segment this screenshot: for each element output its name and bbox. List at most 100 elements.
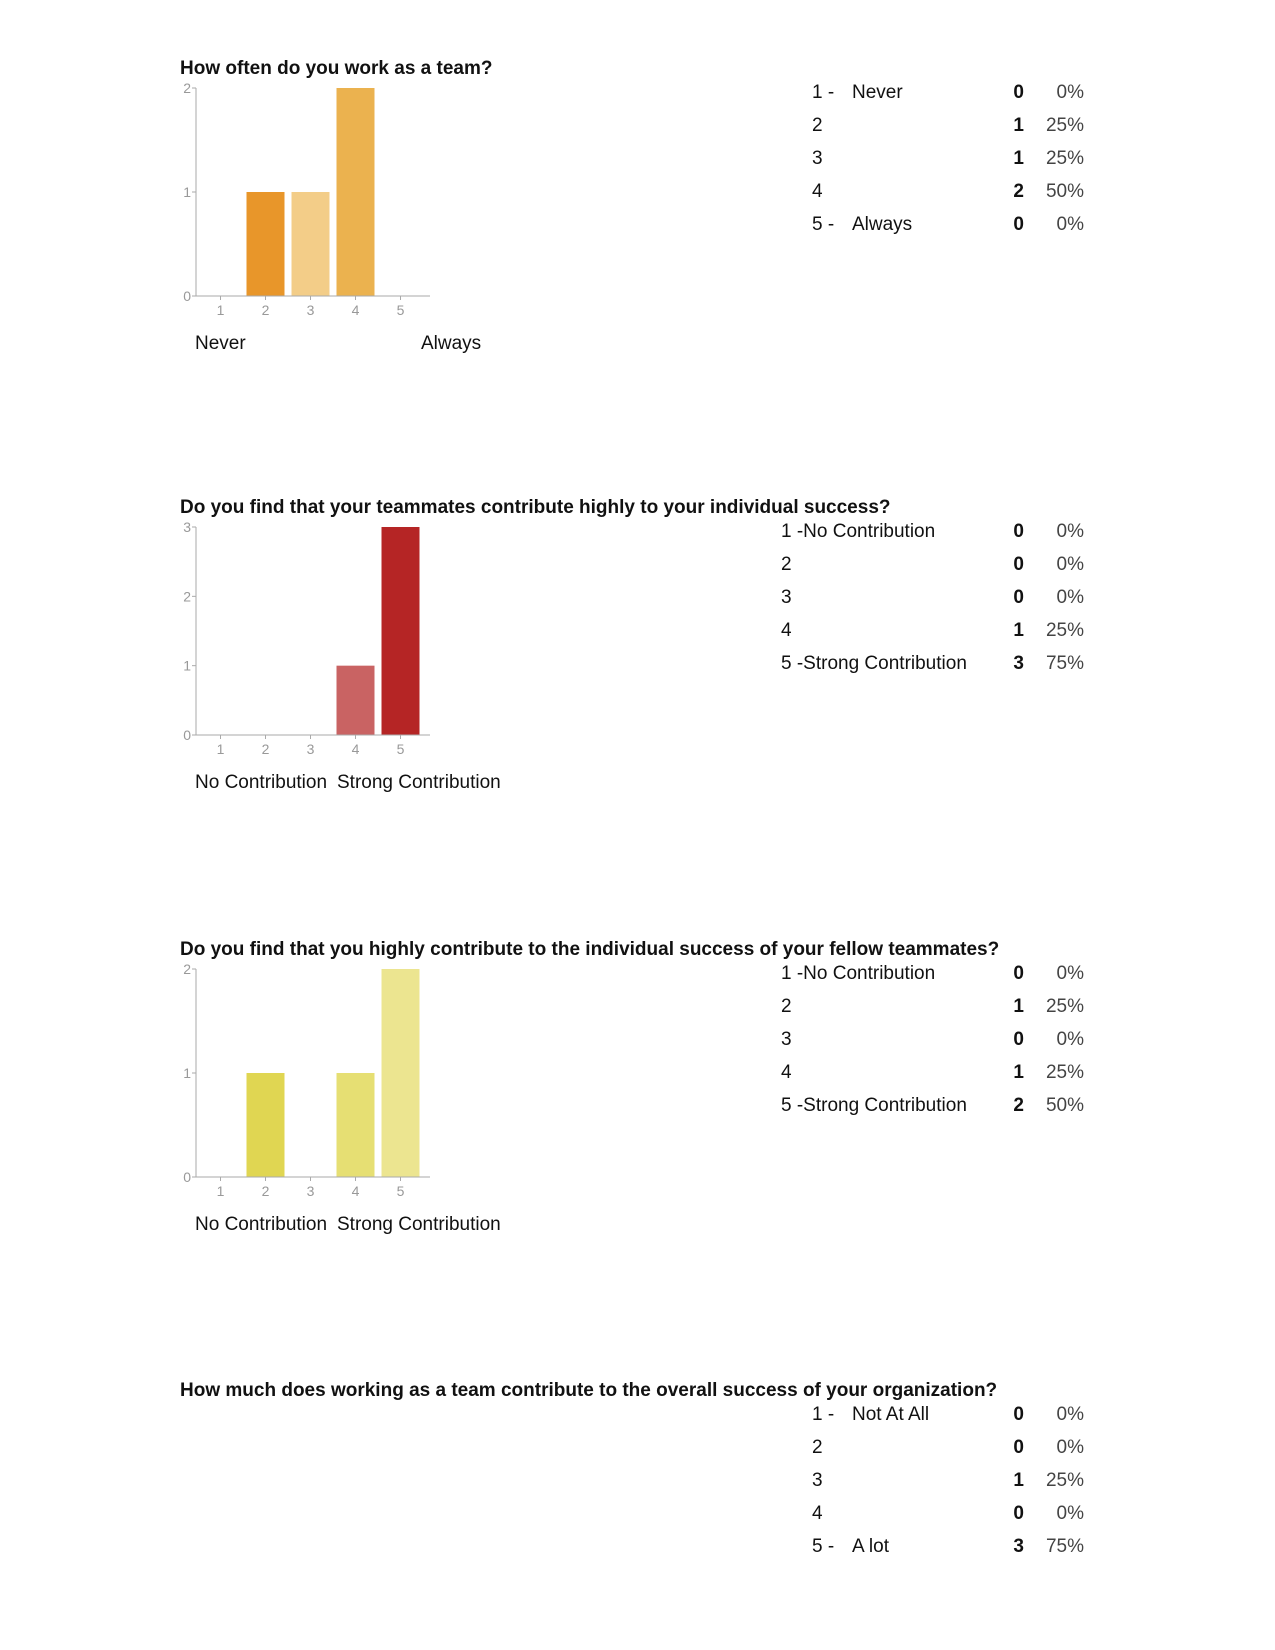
option-label	[852, 1464, 972, 1497]
x-tick-label: 5	[397, 302, 405, 318]
y-tick-label: 2	[183, 588, 191, 604]
bar-chart-teammates-contribution: 0 1 2 3 1 2 3 4 5	[183, 519, 430, 757]
option-count: 1	[1013, 114, 1024, 136]
option-count: 0	[1013, 81, 1024, 103]
option-count: 1	[1013, 1061, 1024, 1083]
stats-table-2: 1 -No Contribution 0 0% 2 0 0% 3 0 0% 4 1 25% 5 …	[781, 515, 1084, 680]
bar-4	[336, 665, 375, 735]
stats-row: 1 - Never 0 0%	[812, 76, 1084, 109]
option-count: 0	[1013, 1502, 1024, 1524]
option-number: 4	[781, 619, 792, 641]
option-percent: 0%	[1056, 1028, 1084, 1050]
option-number: 4	[781, 1061, 792, 1083]
option-percent: 50%	[1045, 180, 1084, 202]
x-tick-label: 2	[262, 741, 270, 757]
option-percent: 50%	[1045, 1094, 1084, 1116]
y-tick-label: 0	[183, 288, 191, 304]
question-title-3: Do you find that you highly contribute t…	[180, 939, 1000, 960]
scale-low-label-2: No Contribution	[195, 772, 328, 793]
option-number: 3	[812, 1469, 823, 1491]
y-tick-label: 3	[183, 519, 191, 535]
x-tick-label: 4	[352, 302, 360, 318]
option-count: 1	[1013, 1469, 1024, 1491]
option-number: 4	[812, 180, 823, 202]
y-tick-label: 1	[183, 184, 191, 200]
bar-chart-my-contribution: 0 1 2 1 2 3 4 5	[183, 961, 430, 1199]
option-percent: 75%	[1045, 652, 1084, 674]
bar-4	[336, 88, 375, 296]
x-tick-label: 1	[217, 741, 225, 757]
option-number: 5 -Strong Contribution	[781, 1094, 967, 1116]
option-number: 4	[812, 1502, 823, 1524]
option-count: 2	[1013, 1094, 1024, 1116]
stats-row: 2 1 25%	[781, 990, 1084, 1023]
option-number: 1 -No Contribution	[781, 520, 936, 542]
stats-row: 3 0 0%	[781, 1023, 1084, 1056]
option-count: 0	[1013, 586, 1024, 608]
question-title-4: How much does working as a team contribu…	[180, 1380, 998, 1401]
option-count: 0	[1013, 1403, 1024, 1425]
option-percent: 25%	[1045, 114, 1084, 136]
bar-5	[381, 969, 420, 1177]
stats-row: 4 1 25%	[781, 614, 1084, 647]
option-count: 3	[1013, 1535, 1024, 1557]
option-number: 1 -	[812, 81, 835, 103]
option-percent: 0%	[1056, 586, 1084, 608]
stats-row: 4 2 50%	[812, 175, 1084, 208]
stats-row: 1 -No Contribution 0 0%	[781, 515, 1084, 548]
option-percent: 25%	[1045, 619, 1084, 641]
stats-row: 3 1 25%	[812, 142, 1084, 175]
stats-row: 4 0 0%	[812, 1497, 1084, 1530]
option-number: 5 -	[812, 1535, 835, 1557]
option-label	[852, 1497, 972, 1530]
stats-table-4: 1 - Not At All 0 0% 2 0 0% 3 1 25% 4 0 0% 5 - A lo…	[812, 1398, 1084, 1563]
option-percent: 25%	[1045, 995, 1084, 1017]
x-tick-label: 5	[397, 1183, 405, 1199]
option-label: Always	[852, 213, 913, 235]
y-tick-label: 0	[183, 1169, 191, 1185]
scale-high-label-2: Strong Contribution	[337, 772, 501, 793]
stats-row: 2 0 0%	[781, 548, 1084, 581]
stats-table-3: 1 -No Contribution 0 0% 2 1 25% 3 0 0% 4 1 25% 5…	[781, 957, 1084, 1122]
stats-table-1: 1 - Never 0 0% 2 1 25% 3 1 25% 4 2 50% 5 - Always 0…	[812, 76, 1084, 241]
option-number: 3	[781, 586, 792, 608]
y-tick-label: 1	[183, 658, 191, 674]
option-count: 1	[1013, 619, 1024, 641]
option-count: 0	[1013, 1436, 1024, 1458]
option-percent: 0%	[1056, 213, 1084, 235]
option-percent: 0%	[1056, 1502, 1084, 1524]
option-percent: 0%	[1056, 962, 1084, 984]
option-label	[852, 175, 967, 208]
option-number: 2	[781, 553, 792, 575]
y-tick-label: 2	[183, 961, 191, 977]
stats-row: 5 - A lot 3 75%	[812, 1530, 1084, 1563]
x-tick-label: 5	[397, 741, 405, 757]
x-tick-label: 4	[352, 741, 360, 757]
option-count: 0	[1013, 553, 1024, 575]
option-count: 3	[1013, 652, 1024, 674]
option-label: A lot	[852, 1535, 889, 1557]
bar-5	[381, 527, 420, 735]
option-percent: 75%	[1045, 1535, 1084, 1557]
x-tick-label: 1	[217, 302, 225, 318]
stats-row: 1 -No Contribution 0 0%	[781, 957, 1084, 990]
x-tick-label: 3	[307, 741, 315, 757]
option-number: 2	[781, 995, 792, 1017]
option-percent: 0%	[1056, 553, 1084, 575]
option-number: 2	[812, 1436, 823, 1458]
y-tick-label: 2	[183, 80, 191, 96]
x-tick-label: 2	[262, 302, 270, 318]
x-tick-label: 2	[262, 1183, 270, 1199]
option-percent: 25%	[1045, 147, 1084, 169]
option-count: 1	[1013, 995, 1024, 1017]
option-percent: 0%	[1056, 1403, 1084, 1425]
x-tick-label: 1	[217, 1183, 225, 1199]
option-count: 1	[1013, 147, 1024, 169]
option-number: 3	[812, 147, 823, 169]
stats-row: 3 0 0%	[781, 581, 1084, 614]
option-label	[852, 1431, 972, 1464]
stats-row: 2 1 25%	[812, 109, 1084, 142]
stats-row: 4 1 25%	[781, 1056, 1084, 1089]
option-number: 1 -	[812, 1403, 835, 1425]
question-title-1: How often do you work as a team?	[180, 58, 493, 79]
